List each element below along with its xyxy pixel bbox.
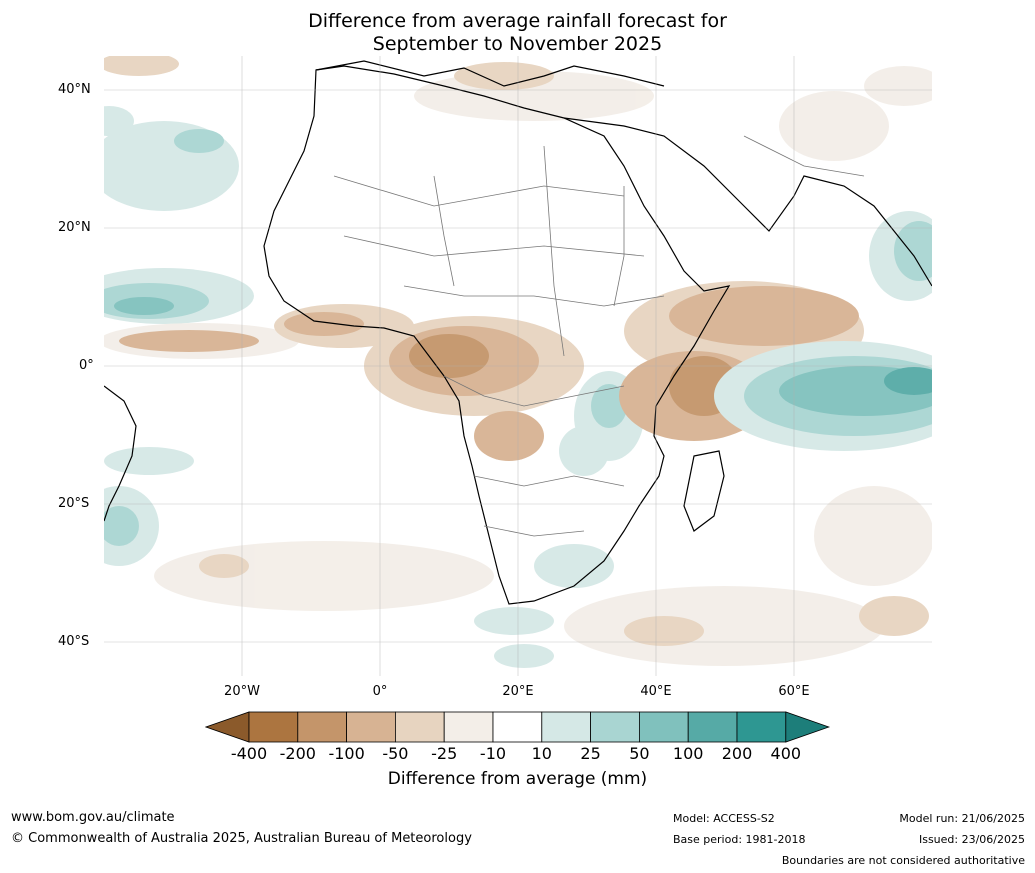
anomaly-patch [174,129,224,153]
map-title-line2: September to November 2025 [372,33,663,55]
anomaly-patch [409,334,489,378]
country-borders [333,135,865,537]
colorbar-arrow-low [205,711,250,743]
lon-label-20w: 20°W [224,684,260,699]
colorbar-tick-label: 25 [580,744,601,763]
lat-label-0: 0° [79,358,94,373]
anomaly-patch [284,312,364,336]
colorbar-tick-label: -200 [279,744,316,763]
anomaly-patch [494,644,554,668]
colorbar-cell [541,711,591,743]
anomaly-patch [864,66,932,106]
anomaly-patch [454,62,554,90]
footer-website: www.bom.gov.au/climate [11,810,175,825]
lat-label-20n: 20°N [58,220,91,235]
colorbar-tick-label: -25 [431,744,458,763]
anomaly-patch [559,426,609,476]
footer-issued: Issued: 23/06/2025 [918,833,1025,846]
anomaly-patch [104,106,134,136]
lon-label-20e: 20°E [502,684,534,699]
anomaly-patch [564,586,884,666]
footer-disclaimer: Boundaries are not considered authoritat… [781,854,1025,867]
anomaly-patch [894,221,932,281]
colorbar-arrow-high [785,711,830,743]
anomaly-patch [859,596,929,636]
colorbar-cell [297,711,348,743]
colorbar-cell [248,711,299,743]
anomaly-patch [119,330,259,352]
lon-label-0: 0° [372,684,388,699]
colorbar-tick-label: -400 [230,744,268,763]
rainfall-anomaly-map [104,56,932,676]
footer-model-run: Model run: 21/06/2025 [899,812,1025,825]
colorbar-cell [346,711,396,743]
footer-copyright: © Commonwealth of Australia 2025, Austra… [11,831,472,846]
map-title-line1: Difference from average rainfall forecas… [308,10,727,32]
colorbar-cell [638,711,689,743]
anomaly-fields [104,56,932,668]
colorbar-title: Difference from average (mm) [387,769,648,789]
anomaly-patch [199,554,249,578]
anomaly-patch [114,297,174,315]
footer-base-period: Base period: 1981-2018 [673,833,806,846]
colorbar-cell [443,711,494,743]
colorbar-tick-label: 50 [629,744,650,763]
anomaly-patch [814,486,932,586]
anomaly-patch [669,286,859,346]
anomaly-patch [591,384,627,428]
colorbar-cell [736,711,787,743]
lat-label-40s: 40°S [58,634,90,649]
colorbar-tick-label: -10 [479,744,507,763]
anomaly-patch [104,447,194,475]
anomaly-patch [474,607,554,635]
anomaly-patch [474,411,544,461]
colorbar-tick-label: -50 [382,744,409,763]
colorbar-cell [394,711,445,743]
colorbar-tick-label: -100 [328,744,365,763]
colorbar-tick-label: 10 [531,744,552,763]
madagascar-coastline [683,450,725,532]
lon-label-60e: 60°E [778,684,810,699]
lat-label-20s: 20°S [58,496,90,511]
footer-model: Model: ACCESS-S2 [673,812,775,825]
anomaly-patch [104,506,139,546]
colorbar-tick-label: 100 [672,744,704,763]
lat-label-40n: 40°N [58,82,91,97]
anomaly-patch [624,616,704,646]
anomaly-patch [534,544,614,588]
south-america-coastline [104,385,137,522]
anomaly-patch [104,56,179,76]
colorbar-cell [590,711,640,743]
colorbar [205,711,830,743]
colorbar-tick-label: 400 [770,744,802,763]
anomaly-patch [884,367,932,395]
anomaly-patch [154,541,494,611]
lon-label-40e: 40°E [640,684,672,699]
europe-coastline [315,60,665,87]
africa-coastline [263,65,731,605]
graticule [104,56,932,676]
colorbar-tick-label: 200 [721,744,753,763]
anomaly-patch [779,91,889,161]
colorbar-cell [492,711,543,743]
colorbar-cells [205,711,830,743]
colorbar-cell [687,711,738,743]
